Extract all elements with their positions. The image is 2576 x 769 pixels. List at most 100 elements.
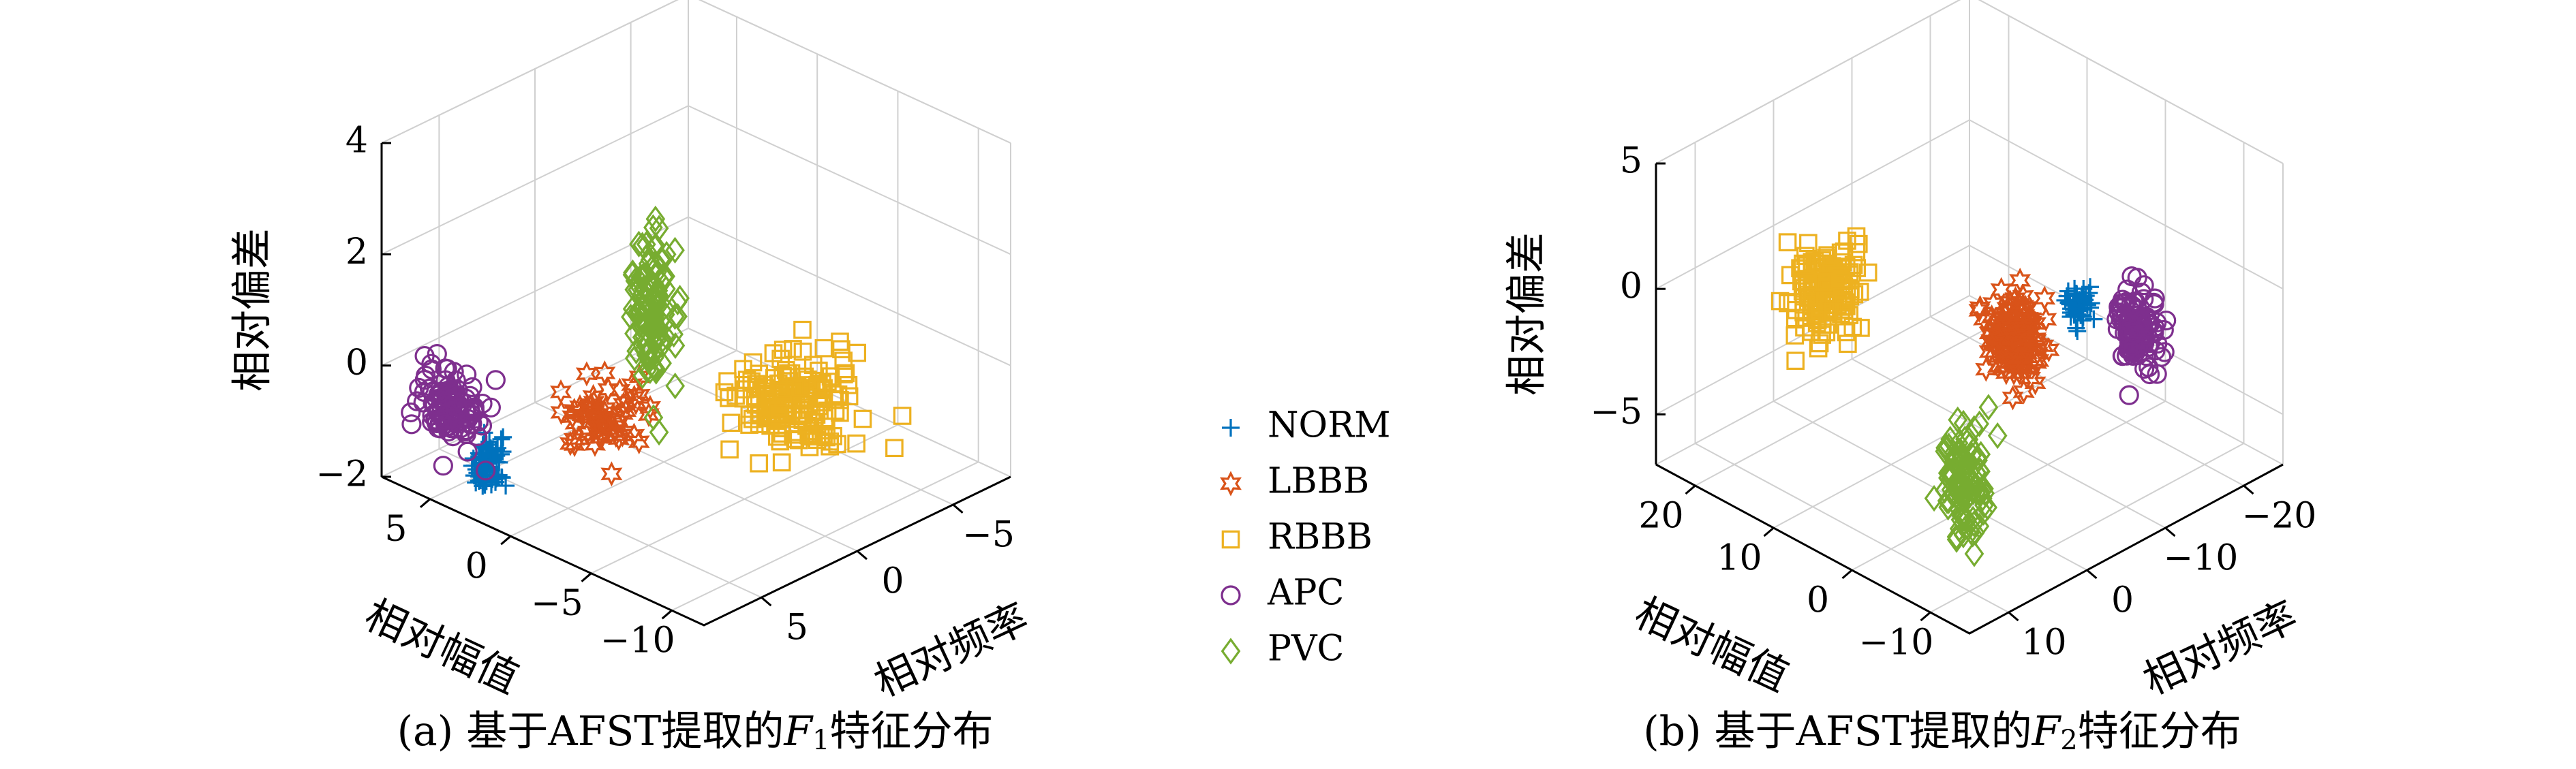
- legend-label-apc: APC: [1267, 573, 1344, 614]
- z-gridline: [381, 105, 1011, 255]
- point-lbbb: [1980, 304, 2003, 330]
- point-rbbb: [743, 409, 762, 428]
- point-rbbb: [774, 395, 793, 414]
- point-pvc: [1967, 460, 1988, 488]
- point-pvc: [624, 345, 645, 372]
- point-pvc: [1954, 456, 1975, 484]
- caption: (a) 基于AFST提取的F1特征分布: [397, 708, 994, 756]
- point-apc: [472, 415, 493, 436]
- point-pvc: [1957, 505, 1977, 533]
- point-lbbb: [563, 426, 585, 452]
- point-pvc: [1939, 433, 1959, 460]
- floor-front-edge: [1655, 463, 2284, 635]
- z-gridline: [381, 216, 1011, 366]
- point-lbbb: [559, 430, 581, 456]
- point-pvc: [639, 347, 659, 375]
- point-norm: [477, 439, 495, 458]
- point-rbbb: [1817, 249, 1836, 267]
- point-lbbb: [2002, 385, 2024, 411]
- point-rbbb: [771, 349, 790, 368]
- point-apc: [2145, 288, 2165, 309]
- z-gridline: [1655, 245, 2284, 415]
- y-tick-label: 20: [1638, 496, 1683, 537]
- point-rbbb: [1798, 270, 1816, 288]
- z-tick-label: 2: [346, 232, 368, 272]
- point-apc: [485, 370, 506, 390]
- z-tick-label: 0: [1620, 266, 1642, 307]
- point-apc: [430, 382, 450, 403]
- y-tick: [1841, 569, 1853, 580]
- point-apc: [414, 345, 435, 366]
- point-lbbb: [615, 389, 638, 415]
- point-apc: [2109, 296, 2129, 317]
- point-rbbb: [1770, 292, 1790, 311]
- point-apc: [427, 344, 447, 364]
- legend-item-apc: APC: [1221, 573, 1344, 614]
- z-tick-label: 0: [346, 343, 368, 383]
- caption: (b) 基于AFST提取的F2特征分布: [1643, 708, 2241, 756]
- point-apc: [401, 414, 422, 435]
- point-pvc: [643, 304, 664, 332]
- point-rbbb: [772, 453, 791, 472]
- point-pvc: [647, 327, 667, 354]
- point-rbbb: [799, 426, 818, 445]
- point-pvc: [1954, 488, 1975, 515]
- x-tick: [761, 596, 772, 607]
- point-rbbb: [1818, 246, 1837, 265]
- point-apc: [2123, 322, 2143, 343]
- point-pvc: [665, 372, 686, 400]
- x-gridline: [1851, 58, 2166, 529]
- point-pvc: [1969, 410, 1989, 437]
- x-tick-label: 0: [2111, 580, 2134, 621]
- point-pvc: [1959, 432, 1980, 459]
- x-gridline: [1929, 16, 2244, 486]
- point-rbbb: [1798, 256, 1816, 275]
- point-rbbb: [722, 413, 741, 433]
- point-pvc: [1971, 478, 1991, 505]
- point-apc: [2151, 347, 2172, 367]
- point-rbbb: [834, 351, 853, 370]
- point-apc: [2139, 364, 2160, 385]
- point-rbbb: [791, 406, 810, 425]
- x-tick-label: 0: [881, 561, 904, 602]
- y-tick-label: −10: [1859, 623, 1934, 663]
- point-pvc: [1958, 449, 1978, 476]
- x-tick: [2164, 527, 2176, 537]
- point-rbbb: [1809, 339, 1828, 358]
- point-pvc: [1935, 477, 1954, 504]
- point-rbbb: [1847, 259, 1866, 277]
- point-apc: [401, 402, 421, 423]
- legend-marker-norm: [1222, 419, 1240, 437]
- y-tick-label: −5: [531, 583, 583, 624]
- point-pvc: [639, 335, 660, 362]
- point-rbbb: [1834, 271, 1853, 290]
- y-tick: [1920, 611, 1931, 622]
- point-rbbb: [756, 386, 775, 405]
- y-tick-label: 10: [1717, 538, 1762, 579]
- point-rbbb: [808, 375, 827, 394]
- point-apc: [433, 456, 453, 476]
- point-apc: [462, 377, 482, 398]
- point-norm: [478, 441, 497, 459]
- point-rbbb: [750, 454, 768, 473]
- x-tick: [2086, 569, 2098, 580]
- point-rbbb: [761, 397, 780, 415]
- point-rbbb: [740, 405, 759, 424]
- point-pvc: [643, 404, 664, 431]
- point-apc: [436, 387, 457, 407]
- x-axis-label: 相对频率: [2136, 593, 2305, 705]
- x-gridline: [1694, 142, 2009, 613]
- z-tick-label: 5: [1620, 141, 1642, 182]
- y-tick-label: 0: [465, 546, 488, 587]
- y-gridline: [1930, 142, 2245, 613]
- point-rbbb: [801, 379, 821, 397]
- point-lbbb: [2012, 336, 2035, 362]
- z-gridline: [1655, 119, 2284, 290]
- y-tick-label: −10: [600, 621, 675, 661]
- x-tick: [2243, 484, 2254, 495]
- point-pvc: [641, 289, 661, 317]
- point-rbbb: [1823, 302, 1842, 321]
- point-lbbb: [2008, 360, 2031, 386]
